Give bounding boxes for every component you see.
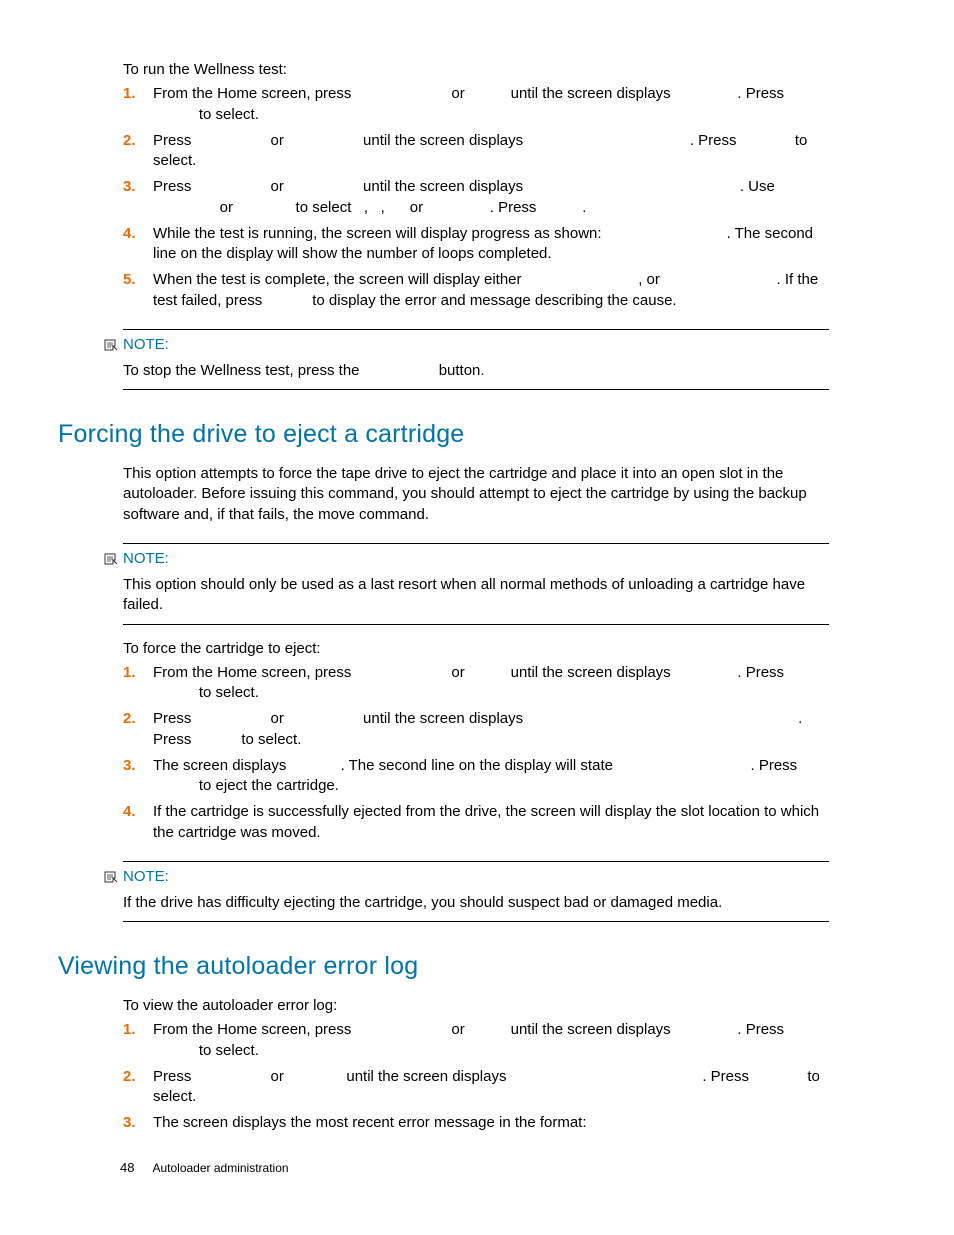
step-number: 2.: [123, 1067, 153, 1108]
step-number: 3.: [123, 177, 153, 218]
step-text: Press or until the screen displays . Use…: [153, 177, 829, 218]
note-icon: [103, 338, 119, 352]
page-number: 48: [120, 1159, 134, 1177]
note-text: This option should only be used as a las…: [123, 575, 829, 616]
step-text: Press or until the screen displays . Pre…: [153, 131, 829, 172]
step-text: The screen displays . The second line on…: [153, 756, 829, 797]
step-text: From the Home screen, press or until the…: [153, 663, 829, 704]
step-number: 1.: [123, 1020, 153, 1061]
errorlog-lead: To view the autoloader error log:: [123, 996, 829, 1016]
wellness-note: NOTE: To stop the Wellness test, press t…: [123, 329, 829, 391]
errorlog-steps: 1.From the Home screen, press or until t…: [123, 1020, 829, 1133]
step-text: From the Home screen, press or until the…: [153, 84, 829, 125]
step-text: If the cartridge is successfully ejected…: [153, 802, 829, 843]
step-number: 2.: [123, 131, 153, 172]
eject-intro: This option attempts to force the tape d…: [123, 464, 829, 525]
step-number: 1.: [123, 84, 153, 125]
heading-error-log: Viewing the autoloader error log: [58, 950, 829, 984]
note-label: NOTE:: [123, 867, 169, 887]
step-text: Press or until the screen displays . Pre…: [153, 709, 829, 750]
footer-title: Autoloader administration: [152, 1160, 288, 1176]
step-number: 3.: [123, 1113, 153, 1133]
note-label: NOTE:: [123, 335, 169, 355]
step-text: Press or until the screen displays . Pre…: [153, 1067, 829, 1108]
step-number: 3.: [123, 756, 153, 797]
step-number: 4.: [123, 802, 153, 843]
note-text: To stop the Wellness test, press the but…: [123, 361, 829, 381]
step-text: While the test is running, the screen wi…: [153, 224, 829, 265]
step-text: When the test is complete, the screen wi…: [153, 270, 829, 311]
page-footer: 48 Autoloader administration: [120, 1159, 289, 1177]
note-icon: [103, 552, 119, 566]
wellness-steps: 1.From the Home screen, press or until t…: [123, 84, 829, 311]
eject-note-1: NOTE: This option should only be used as…: [123, 543, 829, 625]
note-label: NOTE:: [123, 549, 169, 569]
step-number: 5.: [123, 270, 153, 311]
step-number: 4.: [123, 224, 153, 265]
eject-lead: To force the cartridge to eject:: [123, 639, 829, 659]
wellness-lead: To run the Wellness test:: [123, 60, 829, 80]
step-number: 1.: [123, 663, 153, 704]
heading-forcing-eject: Forcing the drive to eject a cartridge: [58, 418, 829, 452]
note-text: If the drive has difficulty ejecting the…: [123, 893, 829, 913]
note-icon: [103, 870, 119, 884]
step-number: 2.: [123, 709, 153, 750]
eject-steps: 1.From the Home screen, press or until t…: [123, 663, 829, 843]
step-text: The screen displays the most recent erro…: [153, 1113, 829, 1133]
step-text: From the Home screen, press or until the…: [153, 1020, 829, 1061]
eject-note-2: NOTE: If the drive has difficulty ejecti…: [123, 861, 829, 923]
